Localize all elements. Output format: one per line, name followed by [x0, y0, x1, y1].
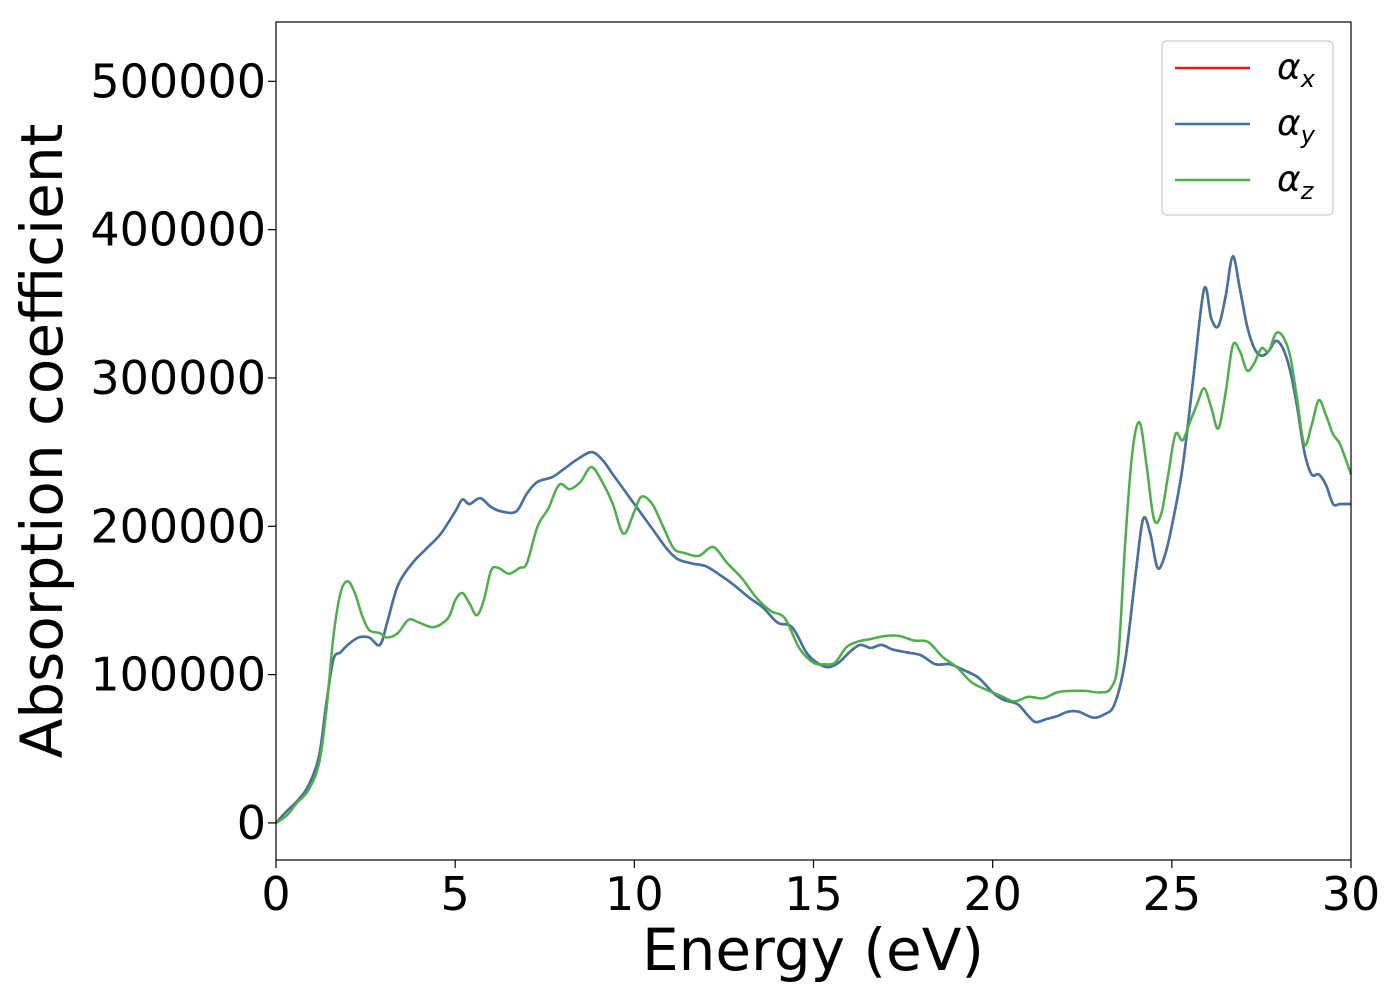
legend-box: [1161, 40, 1334, 216]
y-axis: 0 100000 200000 300000 400000 500000: [90, 54, 276, 850]
legend-label-y: αy: [1277, 103, 1316, 149]
x-tick-label: 0: [261, 867, 290, 921]
legend-label-z: αz: [1277, 159, 1315, 205]
x-tick-label: 10: [605, 867, 664, 921]
x-tick-label: 20: [963, 867, 1022, 921]
series-line-y: [275, 255, 1351, 824]
legend-label-x: αx: [1277, 47, 1316, 93]
x-tick-label: 25: [1143, 867, 1202, 921]
y-tick-label: 400000: [90, 203, 266, 257]
legend: αx αy αz: [1161, 40, 1334, 216]
x-tick-label: 30: [1322, 867, 1381, 921]
y-axis-title: Absorption coefficient: [8, 124, 76, 759]
x-axis-title: Energy (eV): [642, 916, 984, 984]
series-line-z: [275, 331, 1353, 824]
series-layer: [275, 255, 1353, 824]
x-tick-label: 15: [784, 867, 843, 921]
y-tick-label: 300000: [90, 351, 266, 405]
x-axis: 0 5 10 15 20 25 30: [261, 860, 1380, 921]
y-tick-label: 0: [237, 796, 266, 850]
y-tick-label: 500000: [90, 54, 266, 108]
x-tick-label: 5: [441, 867, 470, 921]
y-tick-label: 200000: [90, 499, 266, 553]
y-tick-label: 100000: [90, 648, 266, 702]
